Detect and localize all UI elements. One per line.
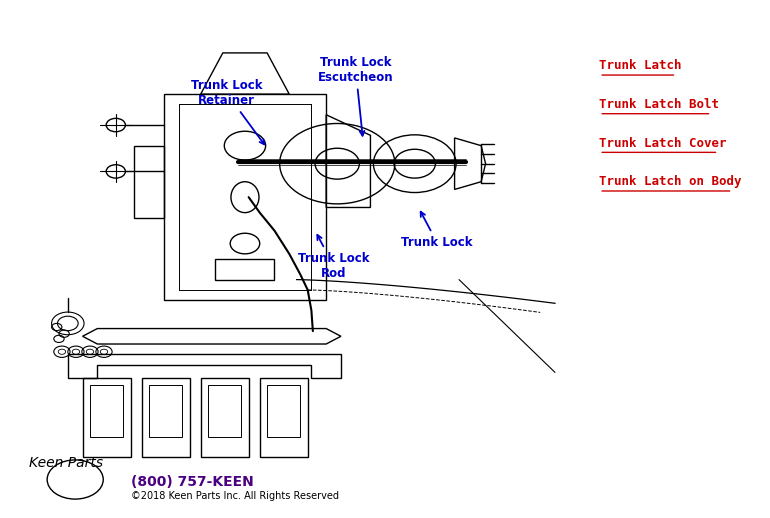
Text: Trunk Lock
Escutcheon: Trunk Lock Escutcheon	[318, 56, 393, 136]
Text: Trunk Lock: Trunk Lock	[401, 212, 473, 249]
Text: Trunk Latch on Body: Trunk Latch on Body	[599, 175, 742, 188]
Text: Keen Parts: Keen Parts	[29, 455, 103, 469]
Text: (800) 757-KEEN: (800) 757-KEEN	[131, 474, 253, 488]
Text: Trunk Latch: Trunk Latch	[599, 59, 681, 73]
Text: Trunk Latch Cover: Trunk Latch Cover	[599, 137, 727, 150]
Text: ©2018 Keen Parts Inc. All Rights Reserved: ©2018 Keen Parts Inc. All Rights Reserve…	[131, 491, 339, 501]
Text: Trunk Lock
Retainer: Trunk Lock Retainer	[191, 79, 264, 145]
Text: Trunk Latch Bolt: Trunk Latch Bolt	[599, 98, 719, 111]
Text: Trunk Lock
Rod: Trunk Lock Rod	[298, 235, 370, 280]
